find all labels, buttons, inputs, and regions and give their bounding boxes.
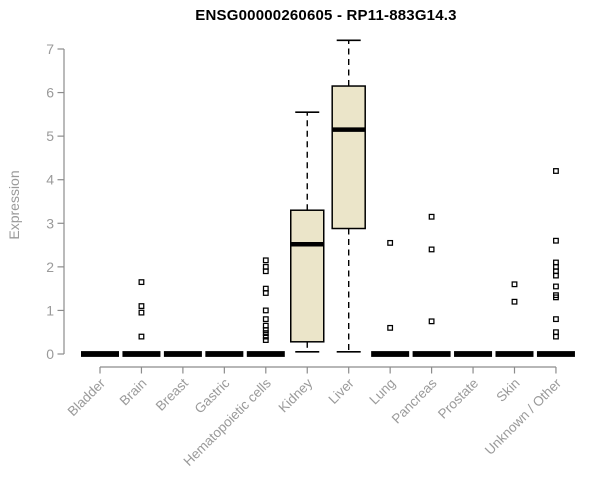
zero-bar-Breast	[163, 351, 202, 357]
x-tick-label: Prostate	[435, 376, 481, 422]
box-Liver	[331, 85, 366, 230]
x-tick-label: Liver	[326, 375, 358, 407]
x-tick-label: Unknown / Other	[482, 375, 565, 458]
outlier-point	[428, 213, 435, 220]
outlier-point	[511, 281, 518, 288]
outlier-point	[262, 316, 269, 323]
zero-bar-Skin	[495, 351, 534, 357]
outlier-point	[262, 307, 269, 314]
x-tick-label: Brain	[117, 376, 150, 409]
outlier-point	[553, 294, 559, 301]
outlier-point	[138, 279, 145, 286]
y-tick-label: 2	[46, 259, 54, 275]
y-tick-label: 3	[46, 215, 54, 231]
outlier-point	[262, 268, 269, 275]
outlier-point	[511, 298, 518, 305]
y-tick-label: 6	[46, 85, 54, 101]
outlier-point	[262, 330, 269, 337]
x-tick-label: Lung	[366, 376, 398, 408]
box-Kidney	[290, 209, 325, 343]
outlier-point	[138, 309, 145, 316]
x-tick-label: Breast	[153, 375, 191, 413]
outlier-point	[553, 168, 559, 174]
x-tick-label: Gastric	[192, 375, 233, 416]
outlier-point	[387, 324, 394, 331]
outlier-point	[387, 239, 394, 246]
outlier-point	[262, 257, 269, 264]
x-tick-label: Bladder	[65, 375, 109, 419]
outlier-point	[262, 333, 269, 340]
zero-bar-Brain	[122, 351, 161, 357]
zero-bar-Prostate	[454, 351, 493, 357]
zero-bar-Bladder	[81, 351, 119, 357]
zero-bar-Pancreas	[412, 351, 451, 357]
outlier-point	[138, 333, 145, 340]
x-tick-label: Pancreas	[389, 375, 440, 426]
y-tick-label: 4	[46, 172, 54, 188]
outlier-point	[553, 316, 559, 323]
zero-bar-Unknown / Other	[536, 351, 575, 357]
outlier-point	[262, 327, 269, 333]
outlier-point	[553, 283, 559, 290]
chart-title: ENSG00000260605 - RP11-883G14.3	[195, 7, 457, 24]
outlier-point	[138, 303, 145, 309]
y-tick-label: 1	[46, 302, 54, 318]
outlier-point	[428, 246, 435, 253]
outlier-point	[262, 337, 269, 343]
outlier-point	[553, 333, 559, 340]
y-tick-label: 0	[46, 346, 54, 362]
outlier-point	[428, 318, 435, 325]
zero-bar-Gastric	[205, 351, 244, 357]
y-tick-label: 7	[46, 41, 54, 57]
outlier-point	[553, 237, 559, 244]
outlier-point	[262, 290, 269, 296]
zero-bar-Lung	[371, 351, 410, 357]
y-tick-label: 5	[46, 128, 54, 144]
zero-bar-Hematopoietic cells	[246, 351, 285, 357]
outlier-point	[553, 272, 559, 279]
x-tick-label: Kidney	[276, 375, 316, 415]
x-tick-label: Skin	[493, 376, 522, 405]
